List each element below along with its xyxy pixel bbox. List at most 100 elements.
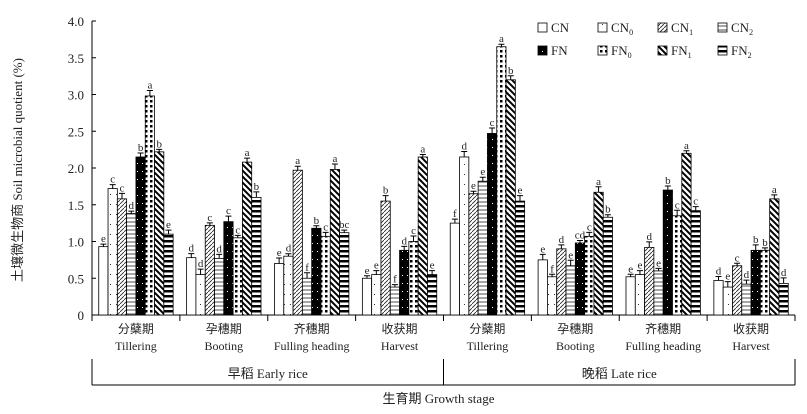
error-bar (294, 165, 301, 171)
bar-cn1 (380, 200, 391, 316)
error-bar (156, 148, 163, 152)
significance-letter: a (772, 184, 777, 196)
category-label-cn: 收获期 (382, 322, 418, 336)
bar-cn2 (126, 213, 137, 316)
category-label-en: Tillering (467, 339, 509, 353)
category-label-cn: 齐穗期 (645, 321, 681, 336)
category-label-en: Harvest (381, 339, 419, 353)
error-bar (489, 127, 496, 134)
significance-letter: e (374, 260, 379, 272)
bar-fn1 (417, 156, 428, 316)
significance-letter: c (411, 225, 416, 237)
bar-cn1 (468, 193, 479, 316)
category-label-cn: 分蘖期 (118, 321, 154, 336)
legend-swatch-fn1 (657, 45, 668, 56)
bar-fn0 (584, 235, 595, 316)
bar-fn2 (251, 196, 262, 316)
bar-cn0 (722, 286, 733, 316)
error-bar (762, 247, 769, 251)
error-bar (373, 270, 380, 275)
significance-letter: bc (339, 219, 350, 231)
error-bar (364, 275, 371, 279)
bar-fn (399, 249, 410, 316)
error-bar (331, 163, 338, 170)
bar-cn1 (116, 198, 128, 316)
error-bar (391, 284, 398, 288)
error-bar (244, 157, 251, 163)
error-bar (253, 191, 260, 198)
significance-letter: b (753, 234, 759, 246)
significance-letter: b (605, 204, 611, 216)
bar-cn2 (477, 180, 488, 316)
error-bar (304, 272, 311, 279)
legend-label-cn: CN (551, 20, 570, 35)
legend-label-fn0: FN0 (611, 43, 632, 60)
error-bar (771, 194, 778, 199)
error-bar (692, 206, 699, 211)
bar-cn2 (653, 270, 664, 316)
bar-cn (361, 277, 373, 316)
bar-cn0 (283, 255, 294, 316)
error-bar (664, 185, 671, 191)
error-bar (461, 150, 468, 157)
significance-letter: c (490, 117, 495, 129)
category-label-en: Fulling heading (625, 339, 701, 353)
x-axis-label: 生育期 Growth stage (383, 391, 495, 406)
significance-letter: e (628, 263, 633, 275)
error-bar (285, 253, 292, 257)
bar-fn1 (681, 152, 692, 316)
error-bar (549, 273, 556, 277)
legend-swatch-cn (537, 22, 548, 33)
significance-letter: b (383, 185, 389, 197)
significance-letter: e (656, 257, 661, 269)
significance-letter: c (207, 212, 212, 224)
significance-letter: a (245, 147, 250, 159)
error-bar (558, 244, 565, 249)
significance-letter: c (323, 221, 328, 233)
error-bar (470, 190, 477, 194)
significance-letter: e (101, 233, 106, 245)
bar-fn1 (154, 151, 165, 316)
legend-swatch-fn2 (717, 45, 728, 56)
bar-fn2 (427, 274, 438, 316)
bar-cn (274, 263, 285, 316)
bar-cn (449, 222, 460, 316)
significance-letter: a (332, 153, 337, 165)
error-bar (216, 253, 223, 259)
error-bar (401, 245, 408, 251)
error-bar (276, 257, 283, 264)
error-bar (197, 268, 204, 275)
bar-fn2 (602, 216, 613, 316)
bar-cn0 (459, 156, 470, 316)
y-tick-label: 2.5 (68, 124, 84, 139)
error-bar (576, 239, 583, 243)
significance-letter: c (675, 199, 680, 211)
category-label-cn: 齐穗期 (294, 321, 330, 336)
bar-fn (574, 242, 586, 316)
error-bar (118, 192, 125, 199)
significance-letter: d (198, 258, 204, 270)
error-bar (165, 229, 172, 235)
error-bar (429, 270, 436, 275)
bar-fn2 (690, 210, 701, 316)
significance-letter: d (716, 265, 722, 277)
error-bar (479, 176, 486, 182)
error-bar (734, 262, 741, 266)
y-tick-label: 0 (78, 308, 85, 323)
error-bar (516, 195, 523, 202)
bar-cn (186, 257, 197, 316)
significance-letter: d (461, 140, 467, 152)
y-tick-label: 2.0 (68, 161, 84, 176)
bar-fn (487, 133, 498, 316)
bar-fn0 (408, 241, 419, 316)
bar-cn2 (389, 286, 400, 316)
error-bar (382, 195, 389, 202)
significance-letter: f (305, 262, 309, 274)
significance-letter: d (401, 235, 407, 247)
significance-letter: c (693, 196, 698, 208)
significance-letter: c (226, 205, 231, 217)
bar-cn2 (301, 277, 313, 316)
error-bar (498, 43, 505, 47)
error-bar (636, 270, 643, 275)
